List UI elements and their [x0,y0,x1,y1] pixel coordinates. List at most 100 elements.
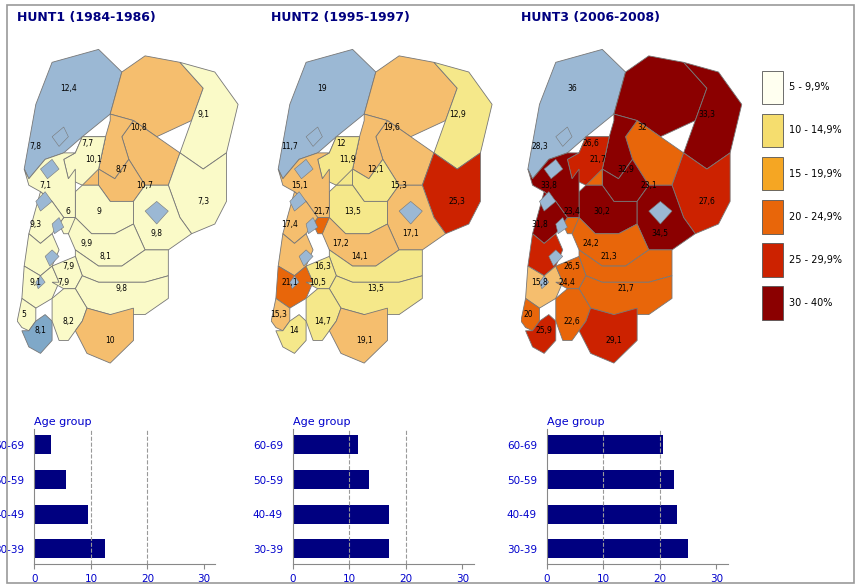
Text: 25,3: 25,3 [449,197,466,206]
Text: 21,1: 21,1 [282,278,298,287]
Text: 7,7: 7,7 [81,139,93,148]
Polygon shape [563,218,579,234]
Text: 10: 10 [105,336,115,345]
Polygon shape [282,192,318,243]
Text: 13,5: 13,5 [368,284,384,293]
Text: 9,8: 9,8 [116,284,127,293]
Text: 32: 32 [637,122,647,132]
Polygon shape [307,218,318,234]
Text: 15 - 19,9%: 15 - 19,9% [789,169,841,179]
Polygon shape [278,234,313,276]
Text: 7,3: 7,3 [197,197,209,206]
Text: 11,7: 11,7 [282,142,298,151]
Text: 5 - 9,9%: 5 - 9,9% [789,82,829,92]
Polygon shape [672,153,730,234]
Text: 28,3: 28,3 [531,142,548,151]
Text: 31,8: 31,8 [531,219,548,229]
Text: 12,1: 12,1 [368,165,384,173]
Text: 19,1: 19,1 [356,336,373,345]
Polygon shape [579,185,637,234]
Polygon shape [352,159,399,201]
Text: 13,5: 13,5 [344,206,361,216]
Polygon shape [364,56,457,136]
Text: 32,9: 32,9 [617,165,634,173]
Polygon shape [22,315,53,353]
Polygon shape [53,127,68,146]
Polygon shape [528,234,563,276]
Text: 7,8: 7,8 [30,142,42,151]
Polygon shape [17,298,36,330]
Text: 15,1: 15,1 [291,181,307,190]
Polygon shape [278,49,375,179]
Polygon shape [24,49,122,179]
Bar [762,71,783,104]
Polygon shape [290,276,299,289]
Text: 12: 12 [336,139,346,148]
Polygon shape [98,159,145,201]
Polygon shape [329,136,360,185]
Polygon shape [45,250,59,266]
Text: 7,1: 7,1 [39,181,51,190]
Text: 14: 14 [289,326,300,335]
Bar [293,539,389,559]
Polygon shape [313,218,329,234]
Polygon shape [532,192,567,243]
Polygon shape [525,315,556,353]
Polygon shape [434,62,492,169]
Text: 9,3: 9,3 [30,219,42,229]
Polygon shape [271,298,290,330]
Polygon shape [36,276,45,289]
Text: 7,9: 7,9 [62,262,74,270]
Bar [762,157,783,191]
Polygon shape [387,185,446,250]
Polygon shape [64,136,106,185]
Polygon shape [544,159,563,179]
Text: 12,9: 12,9 [449,109,466,119]
Text: 21,7: 21,7 [617,284,634,293]
Polygon shape [76,185,133,234]
Bar [293,470,369,489]
Text: 10,8: 10,8 [130,122,146,132]
Polygon shape [68,218,145,266]
Polygon shape [36,192,53,211]
Polygon shape [556,127,572,146]
Text: 27,6: 27,6 [698,197,715,206]
Bar [34,505,88,524]
Polygon shape [59,218,76,234]
Polygon shape [329,250,422,282]
Polygon shape [98,114,133,179]
Polygon shape [579,308,637,363]
Polygon shape [375,121,434,185]
Polygon shape [276,315,307,353]
Text: 14,1: 14,1 [351,252,368,261]
Polygon shape [625,121,684,185]
Polygon shape [278,153,329,218]
Text: 34,5: 34,5 [652,229,669,238]
Bar [762,200,783,233]
Text: 5: 5 [22,310,27,319]
Text: 21,3: 21,3 [601,252,617,261]
Polygon shape [76,276,169,315]
Bar [34,470,65,489]
Polygon shape [525,266,563,308]
Polygon shape [352,114,387,179]
Polygon shape [290,192,307,211]
Bar [293,435,357,455]
Polygon shape [294,159,313,179]
Polygon shape [540,276,548,289]
Polygon shape [603,159,649,201]
Text: 6: 6 [66,206,71,216]
Text: 23,4: 23,4 [564,206,580,216]
Text: HUNT1 (1984-1986): HUNT1 (1984-1986) [17,11,156,24]
Text: 26,5: 26,5 [564,262,580,270]
Polygon shape [22,266,59,308]
Polygon shape [329,308,387,363]
Bar [762,286,783,320]
Text: 20: 20 [523,310,533,319]
Text: 17,4: 17,4 [282,219,298,229]
Polygon shape [76,308,133,363]
Polygon shape [572,218,649,266]
Text: 8,1: 8,1 [34,326,46,335]
Text: 21,7: 21,7 [589,155,606,164]
Polygon shape [329,185,387,234]
